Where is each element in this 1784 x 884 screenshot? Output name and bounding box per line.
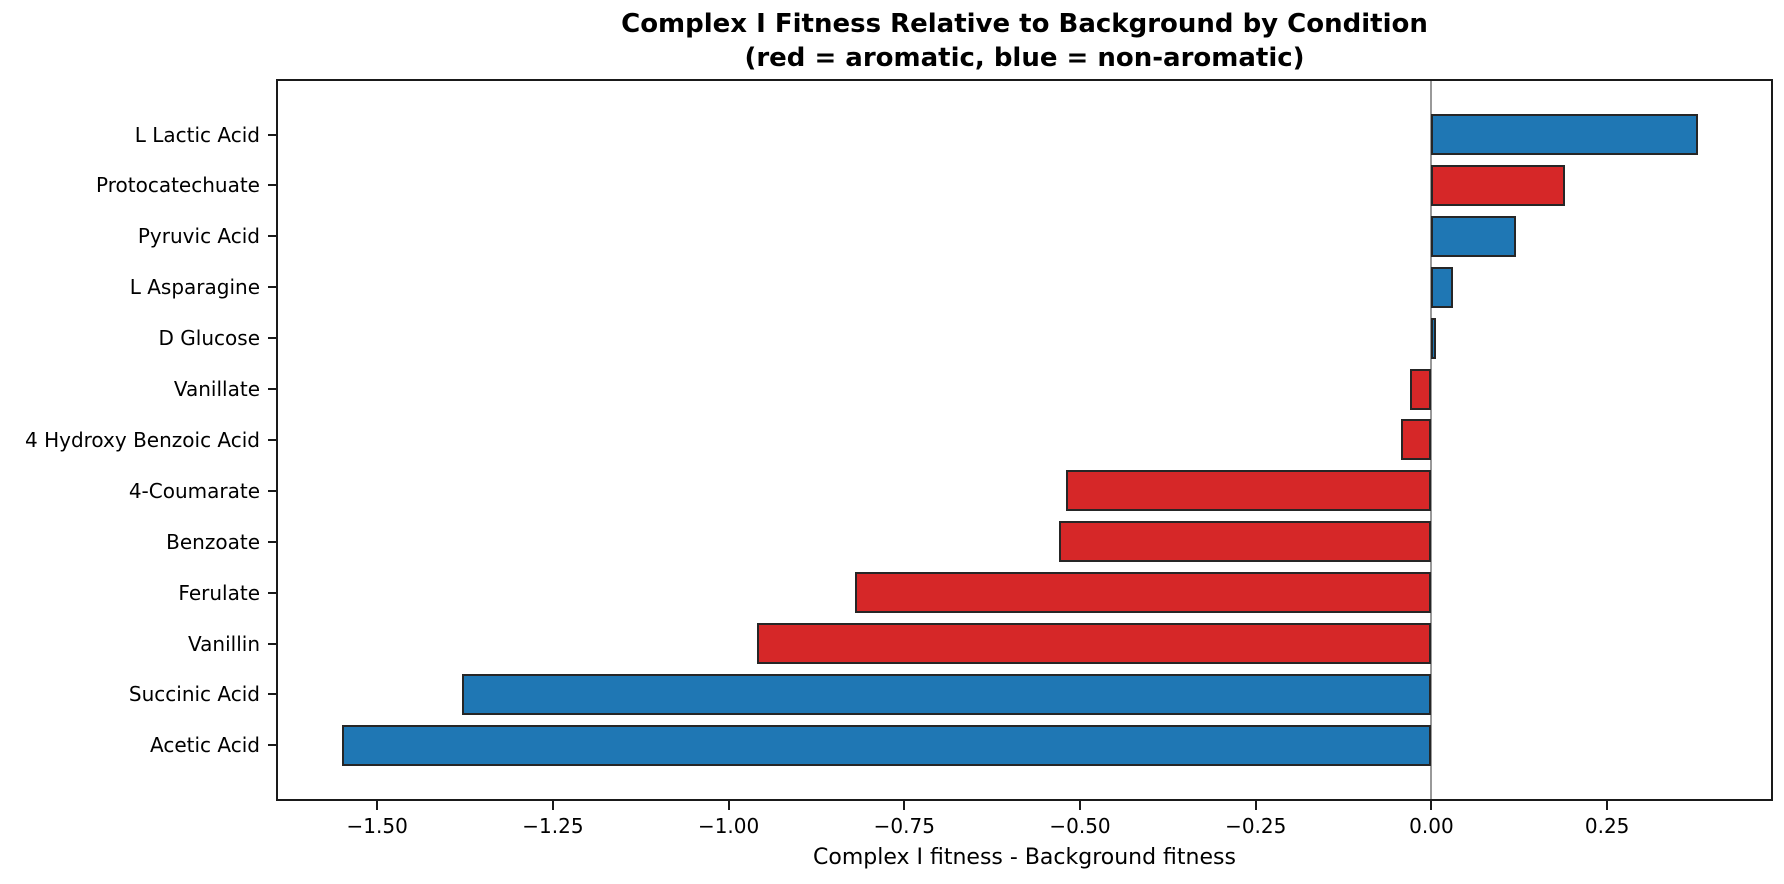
bar xyxy=(1065,470,1432,512)
y-tick-label: Succinic Acid xyxy=(128,682,260,707)
y-tick-label: Vanillin xyxy=(188,631,260,656)
bar xyxy=(342,724,1432,766)
y-tick-label: L Lactic Acid xyxy=(134,122,260,147)
bar xyxy=(1058,521,1432,563)
x-tick-label: −1.25 xyxy=(522,814,584,838)
bar xyxy=(1431,266,1453,308)
y-tick-mark xyxy=(268,489,276,492)
x-tick-label: −1.00 xyxy=(697,814,760,838)
x-tick-label: −1.50 xyxy=(346,814,408,838)
x-axis-label: Complex I fitness - Background fitness xyxy=(813,845,1236,870)
y-tick-mark xyxy=(268,693,276,696)
bar xyxy=(1431,164,1565,206)
y-tick-mark xyxy=(268,184,276,187)
bar xyxy=(1431,317,1436,359)
bar xyxy=(1431,114,1699,155)
bar xyxy=(1400,419,1432,461)
bar xyxy=(756,623,1432,664)
y-tick-label: L Asparagine xyxy=(129,275,260,300)
y-tick-label: 4 Hydroxy Benzoic Acid xyxy=(24,427,260,452)
y-tick-label: Benzoate xyxy=(166,529,260,554)
zero-reference-line xyxy=(1430,79,1433,801)
x-tick-mark xyxy=(1079,801,1082,810)
y-tick-label: Acetic Acid xyxy=(150,733,260,758)
y-tick-label: D Glucose xyxy=(158,326,260,351)
bar xyxy=(1410,368,1432,410)
x-tick-label: 0.25 xyxy=(1584,814,1630,838)
y-tick-mark xyxy=(268,642,276,645)
y-tick-mark xyxy=(268,133,276,136)
x-tick-mark xyxy=(1254,801,1257,810)
x-tick-mark xyxy=(551,801,554,810)
bar xyxy=(461,673,1432,715)
x-tick-mark xyxy=(1606,801,1609,810)
x-tick-label: −0.25 xyxy=(1225,814,1287,838)
x-tick-label: 0.00 xyxy=(1409,814,1454,838)
y-tick-mark xyxy=(268,337,276,340)
y-tick-label: Ferulate xyxy=(178,580,260,605)
y-tick-mark xyxy=(268,540,276,543)
y-tick-mark xyxy=(268,744,276,747)
y-tick-mark xyxy=(268,591,276,594)
x-tick-label: −0.75 xyxy=(873,814,935,838)
y-tick-mark xyxy=(268,438,276,441)
x-tick-mark xyxy=(727,801,730,810)
y-tick-label: Vanillate xyxy=(173,377,260,401)
y-tick-mark xyxy=(268,388,276,390)
y-tick-label: Protocatechuate xyxy=(96,173,260,198)
plot-area-frame xyxy=(276,79,1773,801)
y-tick-label: 4-Coumarate xyxy=(128,478,260,503)
chart-title: Complex I Fitness Relative to Background… xyxy=(621,9,1428,39)
x-tick-mark xyxy=(376,801,379,810)
y-tick-mark xyxy=(268,286,276,289)
bar xyxy=(1431,215,1516,257)
bar xyxy=(855,572,1432,614)
x-tick-label: −0.50 xyxy=(1049,814,1111,838)
y-tick-mark xyxy=(268,235,276,238)
y-tick-label: Pyruvic Acid xyxy=(137,224,260,249)
x-tick-mark xyxy=(903,801,906,810)
chart-subtitle: (red = aromatic, blue = non-aromatic) xyxy=(744,43,1305,73)
x-tick-mark xyxy=(1430,801,1433,810)
